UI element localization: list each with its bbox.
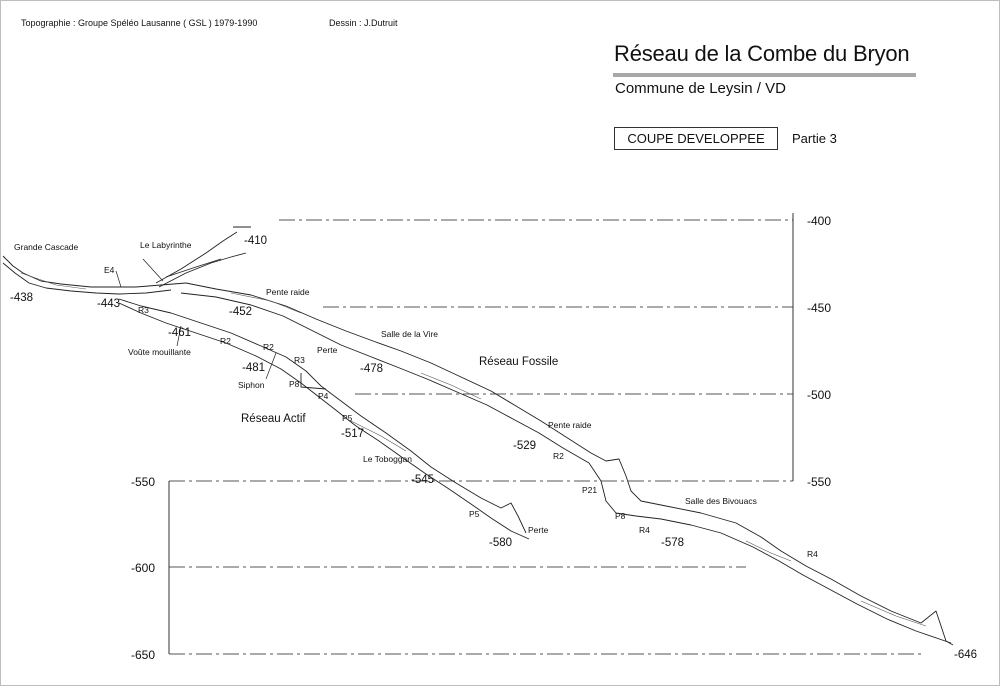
label-grande-cascade: Grande Cascade <box>14 242 79 252</box>
label-p21: P21 <box>582 485 597 495</box>
passage-upper-roof <box>2 255 187 288</box>
section-part-label: Partie 3 <box>792 131 837 146</box>
label-p8-a: P8 <box>289 379 300 389</box>
depth-410: -410 <box>244 235 267 247</box>
depth-481: -481 <box>242 362 265 374</box>
label-reseau-fossile: Réseau Fossile <box>479 356 558 368</box>
label-salle-bivouacs: Salle des Bivouacs <box>685 496 757 506</box>
title-underline <box>613 73 916 77</box>
label-p4: P4 <box>318 391 329 401</box>
topography-credit: Topographie : Groupe Spéléo Lausanne ( G… <box>21 18 258 28</box>
depth-478: -478 <box>360 363 383 375</box>
depth-545: -545 <box>411 474 434 486</box>
label-siphon: Siphon <box>238 380 265 390</box>
leader-labyrinthe <box>142 258 164 282</box>
label-perte-lower: Perte <box>528 525 549 535</box>
map-subtitle: Commune de Leysin / VD <box>615 80 786 97</box>
label-r4-b: R4 <box>807 549 818 559</box>
scale-label-450: -450 <box>807 301 831 315</box>
passage-fossile-roof <box>185 282 954 646</box>
label-perte-upper: Perte <box>317 345 338 355</box>
label-r3-a: R3 <box>138 305 149 315</box>
leader-e4 <box>115 270 122 288</box>
labyrinthe-branch-3 <box>165 258 222 278</box>
label-p5-a: P5 <box>342 413 353 423</box>
scale-label-550-left: -550 <box>131 475 155 489</box>
label-r2-a: R2 <box>220 336 231 346</box>
scale-label-600: -600 <box>131 561 155 575</box>
depth-646: -646 <box>954 649 977 661</box>
depth-461: -461 <box>168 327 191 339</box>
leader-voute <box>176 325 182 347</box>
depth-452: -452 <box>229 306 252 318</box>
label-p8-b: P8 <box>615 511 626 521</box>
passage-actif-roof <box>118 298 527 534</box>
label-salle-vire: Salle de la Vire <box>381 329 438 339</box>
label-r2-b: R2 <box>263 342 274 352</box>
depth-517: -517 <box>341 428 364 440</box>
label-reseau-actif: Réseau Actif <box>241 413 306 425</box>
passage-fossile-floor <box>180 292 952 644</box>
label-voute-mouillante: Voûte mouillante <box>128 347 191 357</box>
map-title: Réseau de la Combe du Bryon <box>614 41 910 66</box>
label-labyrinthe: Le Labyrinthe <box>140 240 192 250</box>
depth-443: -443 <box>97 298 120 310</box>
label-pente-raide-lower: Pente raide <box>548 420 592 430</box>
section-type-box: COUPE DEVELOPPEE <box>614 127 778 150</box>
scale-label-550-right: -550 <box>807 475 831 489</box>
label-le-toboggan: Le Toboggan <box>363 454 412 464</box>
labyrinthe-branch-2 <box>158 252 247 288</box>
scale-label-650: -650 <box>131 648 155 662</box>
depth-grid <box>169 219 923 655</box>
leader-siphon <box>265 352 277 380</box>
drawing-credit: Dessin : J.Dutruit <box>329 18 398 28</box>
scale-label-500: -500 <box>807 388 831 402</box>
passage-upper-floor <box>2 262 172 295</box>
cave-passages <box>2 226 954 646</box>
depth-438: -438 <box>10 292 33 304</box>
passage-actif-floor <box>118 302 530 540</box>
depth-529: -529 <box>513 440 536 452</box>
label-p5-b: P5 <box>469 509 480 519</box>
scale-label-400: -400 <box>807 214 831 228</box>
passage-detail <box>20 272 927 627</box>
labyrinthe-branch-1 <box>155 231 238 284</box>
label-r2-c: R2 <box>553 451 564 461</box>
label-r3-b: R3 <box>294 355 305 365</box>
label-e4: E4 <box>104 265 115 275</box>
p8-shaft <box>300 373 327 390</box>
label-pente-raide-upper: Pente raide <box>266 287 310 297</box>
depth-580: -580 <box>489 537 512 549</box>
depth-578: -578 <box>661 537 684 549</box>
label-r4-a: R4 <box>639 525 650 535</box>
